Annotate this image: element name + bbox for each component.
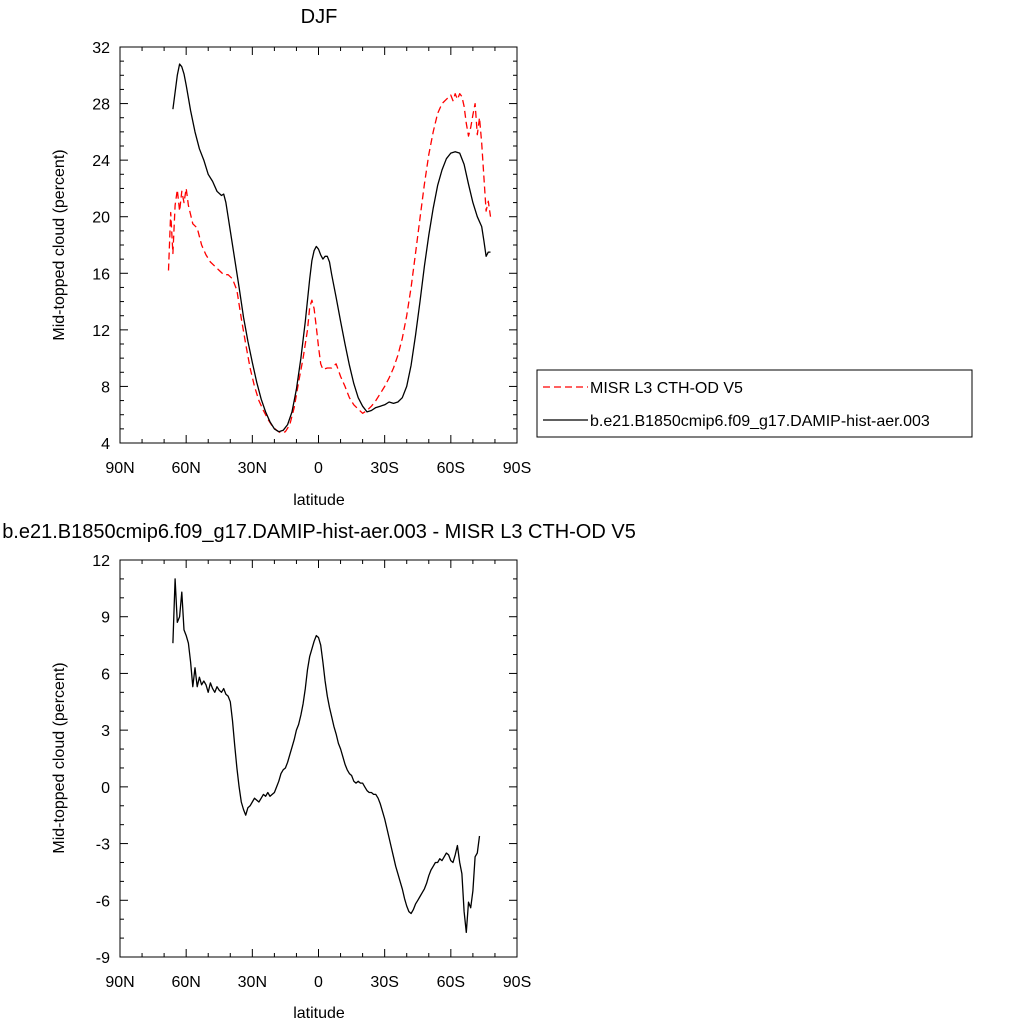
series-line-difference xyxy=(172,578,481,934)
legend-box xyxy=(536,369,973,438)
x-tick-label: 60S xyxy=(437,460,465,477)
x-tick-label: 0 xyxy=(314,974,323,991)
y-tick-label: -3 xyxy=(96,837,110,854)
legend-label-misr: MISR L3 CTH-OD V5 xyxy=(590,380,743,397)
x-tick-label: 60N xyxy=(171,460,200,477)
bottom-y-axis-label: Mid-topped cloud (percent) xyxy=(51,662,68,853)
y-tick-label: 28 xyxy=(92,97,110,114)
top-x-tick-labels: 90N 60N 30N 0 30S 60S 90S xyxy=(105,460,531,477)
bottom-x-axis-label: latitude xyxy=(293,1005,345,1022)
bottom-x-tick-labels: 90N 60N 30N 0 30S 60S 90S xyxy=(105,974,531,991)
bottom-panel: b.e21.B1850cmip6.f09_g17.DAMIP-hist-aer.… xyxy=(2,521,636,1022)
top-y-tick-labels: 4 8 12 16 20 24 28 32 xyxy=(92,40,110,453)
y-tick-label: 16 xyxy=(92,266,110,283)
series-line-model xyxy=(172,63,491,433)
bottom-chart-title: b.e21.B1850cmip6.f09_g17.DAMIP-hist-aer.… xyxy=(2,521,636,543)
y-tick-label: 0 xyxy=(101,780,110,797)
x-tick-label: 0 xyxy=(314,460,323,477)
y-tick-label: 24 xyxy=(92,153,110,170)
top-tick-marks xyxy=(119,46,518,444)
x-tick-label: 30N xyxy=(238,460,267,477)
x-tick-label: 90N xyxy=(105,460,134,477)
top-y-axis-label: Mid-topped cloud (percent) xyxy=(51,149,68,340)
bottom-y-tick-labels: -9 -6 -3 0 3 6 9 12 xyxy=(92,553,110,967)
y-tick-label: 8 xyxy=(101,379,110,396)
bottom-tick-marks xyxy=(119,559,518,958)
series-line-misr xyxy=(167,93,492,434)
y-tick-label: 9 xyxy=(101,610,110,627)
y-tick-label: 12 xyxy=(92,323,110,340)
x-tick-label: 60N xyxy=(171,974,200,991)
x-tick-label: 60S xyxy=(437,974,465,991)
top-plot-frame xyxy=(119,46,518,444)
y-tick-label: 6 xyxy=(101,666,110,683)
top-panel: DJF 4 8 12 16 20 24 28 32 90N 60N 30N 0 30S 60S 90S l… xyxy=(51,6,973,509)
y-tick-label: -9 xyxy=(96,950,110,967)
x-tick-label: 90N xyxy=(105,974,134,991)
top-chart-title: DJF xyxy=(301,6,338,28)
x-tick-label: 90S xyxy=(503,460,531,477)
bottom-plot-frame xyxy=(119,559,518,958)
y-tick-label: 3 xyxy=(101,723,110,740)
y-tick-label: 32 xyxy=(92,40,110,57)
x-tick-label: 30S xyxy=(370,974,398,991)
top-x-axis-label: latitude xyxy=(293,492,345,509)
y-tick-label: -6 xyxy=(96,893,110,910)
y-tick-label: 20 xyxy=(92,210,110,227)
x-tick-label: 30S xyxy=(370,460,398,477)
x-tick-label: 90S xyxy=(503,974,531,991)
y-tick-label: 4 xyxy=(101,436,110,453)
top-series-lines xyxy=(167,63,492,434)
x-tick-label: 30N xyxy=(238,974,267,991)
y-tick-label: 12 xyxy=(92,553,110,570)
bottom-series-lines xyxy=(172,578,481,934)
legend-label-model: b.e21.B1850cmip6.f09_g17.DAMIP-hist-aer.… xyxy=(590,413,930,430)
legend: MISR L3 CTH-OD V5 b.e21.B1850cmip6.f09_g… xyxy=(536,369,973,438)
